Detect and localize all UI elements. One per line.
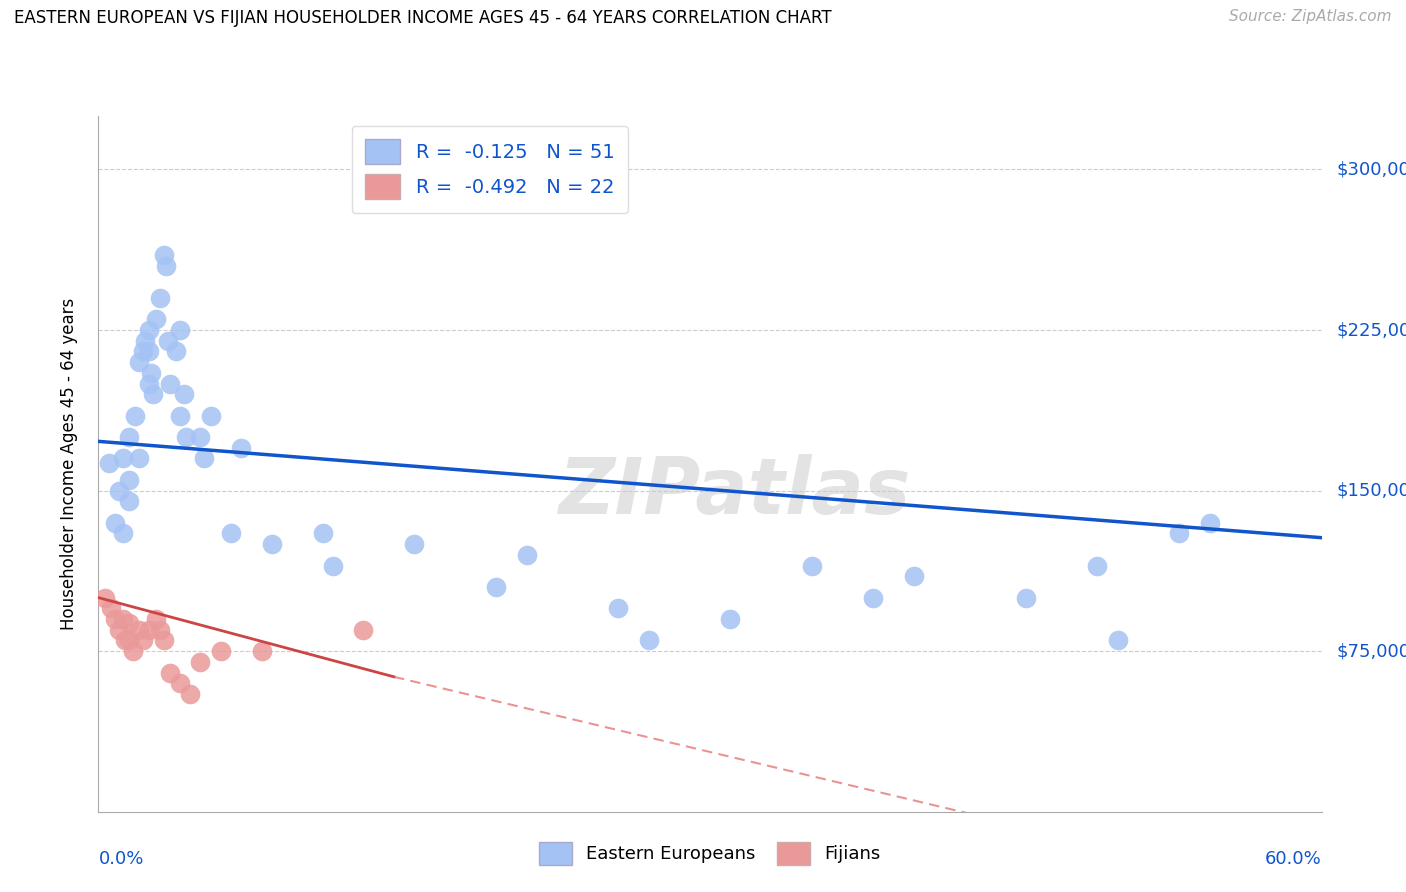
Point <box>128 623 150 637</box>
Point <box>108 483 131 498</box>
Point <box>322 558 344 573</box>
Point <box>128 451 150 466</box>
Point <box>97 456 120 470</box>
Point <box>100 601 122 615</box>
Point <box>404 537 426 551</box>
Point <box>118 473 141 487</box>
Point <box>145 312 167 326</box>
Point <box>122 644 145 658</box>
Text: Source: ZipAtlas.com: Source: ZipAtlas.com <box>1229 9 1392 24</box>
Point <box>111 451 134 466</box>
Legend: Eastern Europeans, Fijians: Eastern Europeans, Fijians <box>533 835 887 872</box>
Point <box>188 655 212 669</box>
Point <box>607 601 630 615</box>
Point <box>104 516 127 530</box>
Point <box>903 569 925 583</box>
Point <box>169 409 191 423</box>
Point <box>1015 591 1038 605</box>
Point <box>108 623 131 637</box>
Point <box>250 644 273 658</box>
Point <box>155 259 177 273</box>
Point <box>149 291 172 305</box>
Point <box>1085 558 1108 573</box>
Point <box>93 591 115 605</box>
Point <box>801 558 824 573</box>
Text: $75,000: $75,000 <box>1336 642 1406 660</box>
Y-axis label: Householder Income Ages 45 - 64 years: Householder Income Ages 45 - 64 years <box>59 298 77 630</box>
Text: 60.0%: 60.0% <box>1265 850 1322 868</box>
Point <box>118 494 141 508</box>
Point <box>718 612 742 626</box>
Point <box>174 430 197 444</box>
Point <box>637 633 661 648</box>
Point <box>352 623 374 637</box>
Point <box>118 430 141 444</box>
Text: $300,000: $300,000 <box>1336 161 1406 178</box>
Point <box>200 409 222 423</box>
Point <box>1198 516 1220 530</box>
Point <box>145 612 167 626</box>
Point <box>138 376 160 391</box>
Text: $150,000: $150,000 <box>1336 482 1406 500</box>
Point <box>152 633 174 648</box>
Point <box>231 441 253 455</box>
Point <box>111 526 134 541</box>
Point <box>111 612 134 626</box>
Point <box>173 387 195 401</box>
Point <box>138 623 160 637</box>
Text: $225,000: $225,000 <box>1336 321 1406 339</box>
Point <box>118 616 141 631</box>
Text: EASTERN EUROPEAN VS FIJIAN HOUSEHOLDER INCOME AGES 45 - 64 YEARS CORRELATION CHA: EASTERN EUROPEAN VS FIJIAN HOUSEHOLDER I… <box>14 9 832 27</box>
Point <box>312 526 335 541</box>
Point <box>132 633 155 648</box>
Point <box>152 248 174 262</box>
Point <box>114 633 136 648</box>
Point <box>1167 526 1189 541</box>
Point <box>260 537 283 551</box>
Point <box>169 676 191 690</box>
Point <box>124 409 146 423</box>
Point <box>142 387 165 401</box>
Point <box>188 430 212 444</box>
Point <box>169 323 191 337</box>
Point <box>156 334 179 348</box>
Point <box>159 665 181 680</box>
Point <box>159 376 181 391</box>
Point <box>141 366 163 380</box>
Point <box>132 344 155 359</box>
Point <box>193 451 215 466</box>
Point <box>138 344 160 359</box>
Point <box>104 612 127 626</box>
Point <box>862 591 884 605</box>
Point <box>485 580 508 594</box>
Point <box>134 334 156 348</box>
Point <box>165 344 187 359</box>
Point <box>149 623 172 637</box>
Text: 0.0%: 0.0% <box>98 850 143 868</box>
Point <box>209 644 232 658</box>
Point <box>1107 633 1129 648</box>
Point <box>516 548 538 562</box>
Point <box>219 526 242 541</box>
Point <box>179 687 201 701</box>
Point <box>118 633 141 648</box>
Point <box>138 323 160 337</box>
Text: ZIPatlas: ZIPatlas <box>558 454 911 530</box>
Point <box>128 355 150 369</box>
